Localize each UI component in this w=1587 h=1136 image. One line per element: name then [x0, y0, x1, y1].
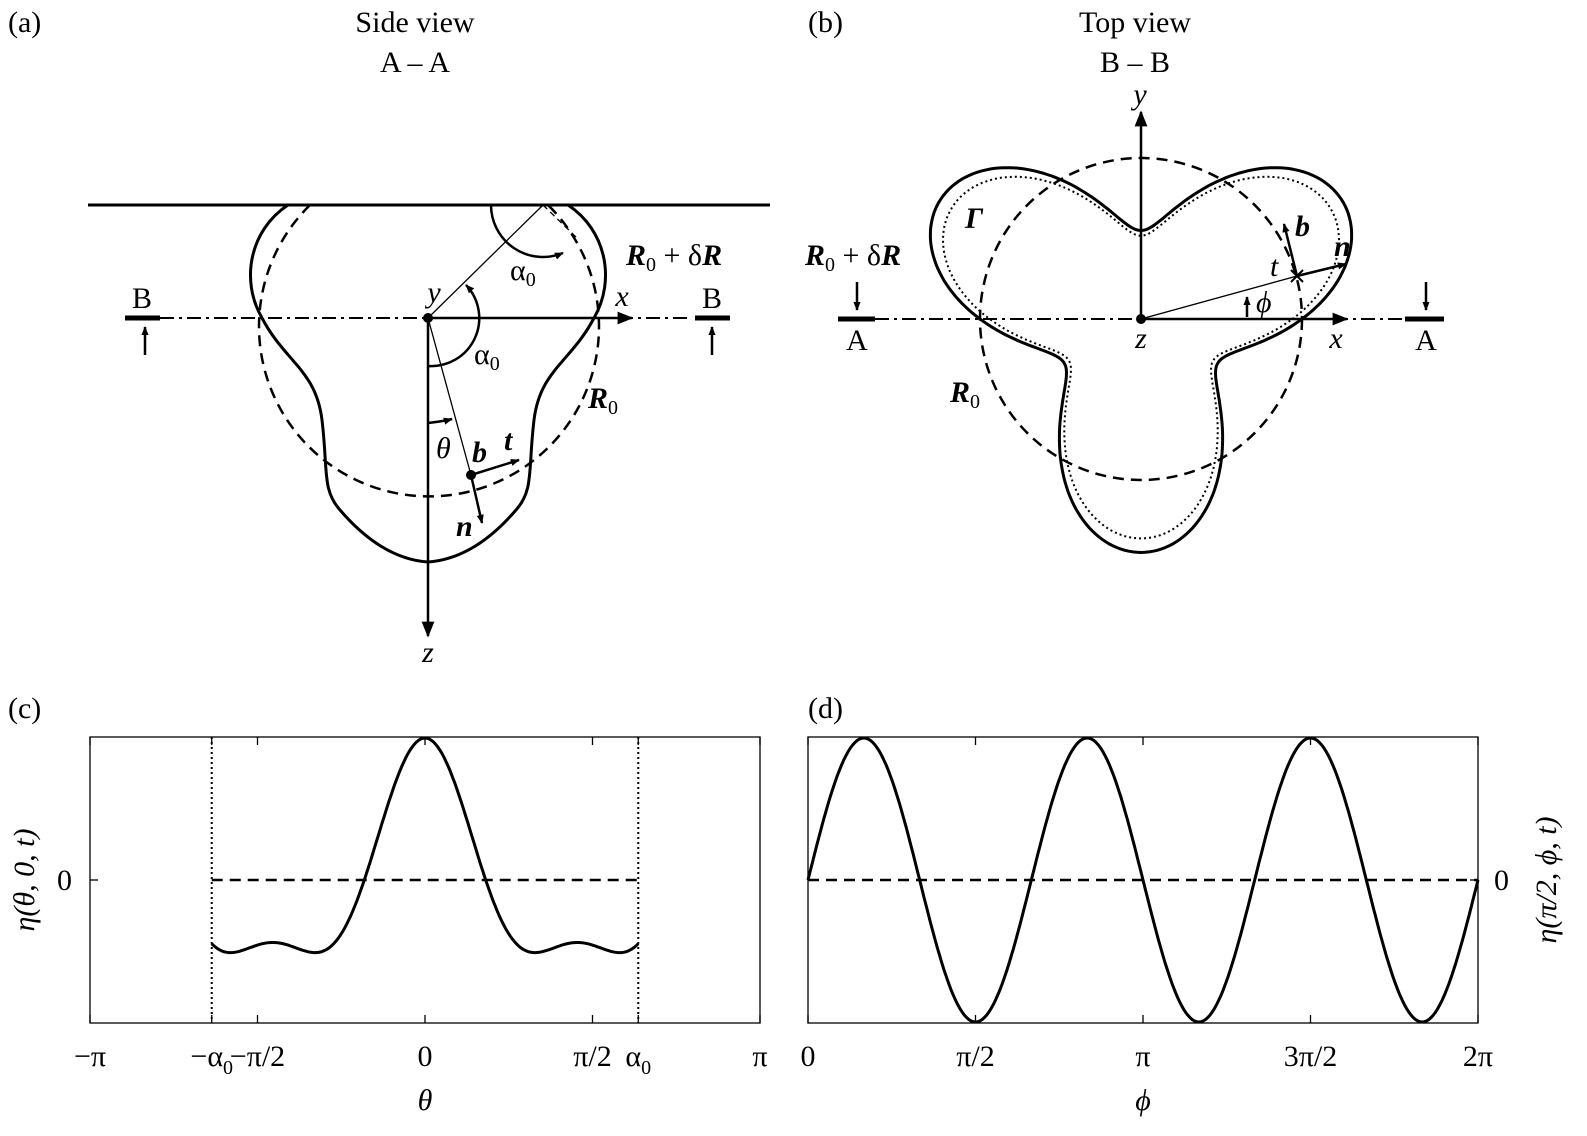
n-label-b: n — [1334, 230, 1351, 263]
alpha-arc-top — [489, 204, 564, 260]
panel-a-title: Side view — [355, 6, 474, 39]
gamma-label: Γ — [964, 202, 984, 235]
perturbed-label-a: R0 + δR — [625, 239, 722, 276]
alpha-label-top: α0 — [510, 254, 536, 291]
panel-c-tag: (c) — [8, 692, 41, 725]
eta-phi-curve — [806, 736, 1480, 1024]
section-b-right-label: B — [702, 282, 722, 315]
x-ticks-c: −π −α0−π/2 0 π/2 α0 π — [74, 737, 768, 1079]
section-a-right-label: A — [1415, 324, 1437, 357]
contact-ray — [427, 204, 544, 319]
x-tick-label-d-3: 3π/2 — [1284, 1040, 1337, 1073]
plot-frame-c — [89, 736, 761, 1024]
x-tick-label-c-2: −π/2 — [230, 1040, 285, 1073]
b-vector-b — [1282, 223, 1299, 277]
b-label-b: b — [1295, 210, 1310, 243]
x-tick-label-d-4: 2π — [1463, 1040, 1493, 1073]
x-tick-label-c-4: π/2 — [573, 1040, 611, 1073]
n-vector-a — [469, 474, 484, 524]
panel-b-title: Top view — [1079, 6, 1191, 39]
section-a-left-label: A — [846, 324, 868, 357]
section-b-left-label: B — [132, 282, 152, 315]
x-tick-label-d-2: π — [1135, 1040, 1150, 1073]
y-label-a: y — [424, 276, 441, 309]
panel-a-side-view: (a) Side view A – A B B x y z α0 α0 — [8, 6, 770, 669]
x-tick-label-d-0: 0 — [801, 1040, 816, 1073]
reference-label-a: R0 — [587, 382, 618, 419]
x-tick-label-c-6: π — [752, 1040, 767, 1073]
panel-b-top-view: (b) Top view B – B A A x y z ϕ t b n — [804, 6, 1444, 555]
panel-b-tag: (b) — [808, 6, 843, 39]
x-axis-label-d: ϕ — [1135, 1084, 1151, 1117]
y-ticks-d: 0 — [1470, 864, 1509, 897]
x-tick-label-c-0: −π — [74, 1040, 106, 1073]
x-tick-label-c-3: 0 — [418, 1040, 433, 1073]
z-label-b: z — [1134, 322, 1147, 355]
n-label-a: n — [456, 510, 473, 543]
z-label-a: z — [421, 636, 434, 669]
eta-theta-curve — [210, 736, 640, 955]
b-label-a: b — [472, 436, 487, 469]
theta-arc — [427, 417, 453, 425]
t-vector-a — [470, 458, 520, 477]
x-tick-label-c-1: −α0 — [190, 1040, 233, 1079]
panel-a-tag: (a) — [8, 6, 41, 39]
x-tick-label-c-5: α0 — [625, 1040, 651, 1079]
alpha-arc-center — [427, 284, 481, 368]
perturbed-contour-top — [928, 166, 1354, 555]
polar-ray-b — [1140, 275, 1298, 320]
y-label-b: y — [1130, 78, 1147, 111]
polar-ray-a — [427, 317, 472, 476]
x-label-a: x — [614, 280, 629, 313]
perturbed-label-b: R0 + δR — [804, 239, 901, 276]
t-label-a: t — [504, 424, 514, 457]
n-vector-b — [1296, 262, 1347, 278]
time-label-b: t — [1270, 250, 1279, 283]
phi-label: ϕ — [1256, 286, 1272, 319]
x-label-b: x — [1328, 322, 1343, 355]
panel-d-chart: (d) 0 π/2 π 3π/2 2π 0 ϕ η(π/2, ϕ, t) — [801, 692, 1564, 1117]
panel-a-subtitle: A – A — [380, 46, 450, 79]
tangent-dashed — [542, 204, 578, 239]
theta-label: θ — [436, 432, 451, 465]
reference-label-b: R0 — [949, 376, 980, 413]
x-ticks-d: 0 π/2 π 3π/2 2π — [801, 737, 1493, 1073]
y-tick-label-d-0: 0 — [1494, 864, 1509, 897]
y-axis-label-d: η(π/2, ϕ, t) — [1530, 816, 1563, 943]
y-tick-label-c-0: 0 — [57, 864, 72, 897]
panel-d-tag: (d) — [808, 692, 843, 725]
alpha-label-center: α0 — [474, 338, 500, 375]
panel-c-chart: (c) −π −α0−π/2 0 π/2 α0 π 0 θ η(θ, 0, t) — [8, 692, 768, 1117]
x-axis-label-c: θ — [418, 1084, 433, 1117]
x-tick-label-d-1: π/2 — [956, 1040, 994, 1073]
y-axis-label-c: η(θ, 0, t) — [8, 829, 41, 932]
panel-b-subtitle: B – B — [1100, 46, 1170, 79]
y-ticks-c: 0 — [57, 864, 98, 897]
